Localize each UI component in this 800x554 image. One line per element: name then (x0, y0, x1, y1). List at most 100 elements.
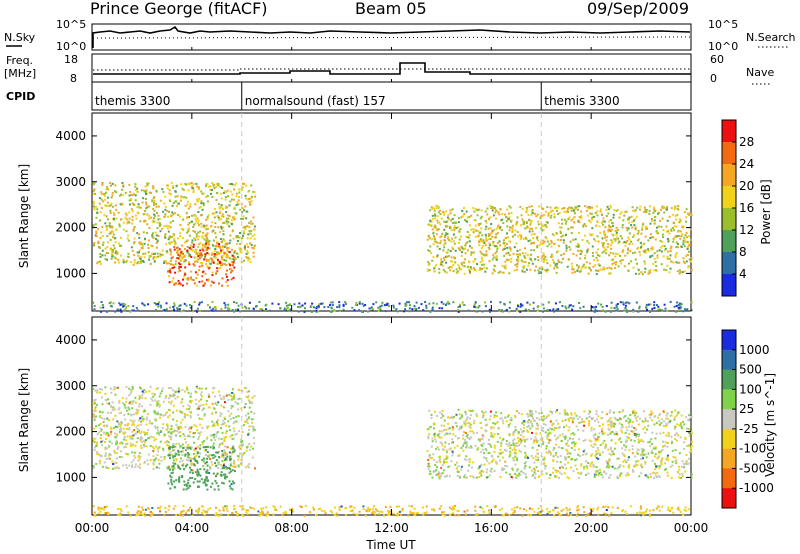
echo-cell (169, 248, 172, 251)
echo-cell (188, 407, 191, 410)
echo-cell (661, 309, 664, 312)
echo-cell (593, 443, 596, 445)
echo-cell (432, 231, 435, 234)
echo-cell (96, 391, 99, 394)
echo-cell (178, 248, 181, 251)
echo-cell (279, 307, 282, 310)
echo-cell (214, 253, 216, 256)
echo-cell (488, 260, 491, 263)
echo-cell (164, 205, 167, 208)
echo-cell (655, 422, 658, 424)
echo-cell (160, 413, 163, 416)
echo-cell (678, 452, 681, 455)
echo-cell (599, 471, 602, 474)
echo-cell (551, 428, 553, 431)
echo-cell (129, 392, 132, 395)
echo-cell (557, 213, 560, 215)
echo-cell (607, 466, 610, 469)
echo-cell (602, 223, 605, 226)
echo-cell (653, 257, 656, 260)
echo-cell (289, 308, 292, 311)
echo-cell (110, 406, 113, 409)
echo-cell (577, 265, 580, 268)
echo-cell (661, 418, 664, 421)
echo-cell (146, 459, 149, 462)
echo-cell (579, 270, 582, 273)
echo-cell (157, 458, 160, 461)
echo-cell (531, 242, 534, 245)
echo-cell (166, 227, 169, 230)
echo-cell (445, 457, 448, 460)
echo-cell (166, 187, 169, 190)
echo-cell (133, 259, 136, 261)
echo-cell (243, 406, 246, 409)
echo-cell (125, 464, 128, 467)
echo-cell (649, 256, 652, 259)
echo-cell (621, 423, 623, 426)
echo-cell (164, 441, 167, 444)
echo-cell (113, 247, 116, 250)
echo-cell (236, 201, 239, 204)
echo-cell (490, 432, 493, 434)
echo-cell (155, 242, 158, 244)
echo-cell (587, 412, 590, 415)
echo-cell (329, 303, 331, 306)
echo-cell (562, 252, 565, 255)
echo-cell (510, 211, 513, 214)
echo-cell (99, 306, 102, 309)
echo-cell (536, 213, 539, 216)
echo-cell (647, 250, 650, 252)
echo-cell (443, 259, 446, 262)
echo-cell (483, 452, 485, 455)
echo-cell (190, 245, 193, 248)
echo-cell (569, 248, 572, 251)
echo-cell (516, 260, 519, 263)
echo-cell (680, 421, 682, 424)
echo-cell (153, 439, 156, 442)
echo-cell (157, 432, 160, 435)
echo-cell (436, 245, 439, 248)
echo-cell (240, 189, 243, 192)
echo-cell (192, 279, 195, 282)
echo-cell (213, 424, 216, 427)
echo-cell (681, 427, 683, 430)
echo-cell (100, 417, 103, 420)
echo-cell (460, 465, 463, 468)
echo-cell (560, 235, 563, 238)
echo-cell (654, 474, 657, 477)
echo-cell (623, 459, 626, 462)
echo-cell (517, 439, 520, 442)
echo-cell (559, 461, 562, 464)
echo-cell (635, 435, 638, 438)
echo-cell (232, 255, 235, 258)
echo-cell (143, 408, 146, 411)
echo-cell (545, 270, 548, 273)
echo-cell (517, 235, 520, 238)
echo-cell (449, 226, 452, 229)
echo-cell (228, 262, 231, 265)
echo-cell (511, 229, 514, 232)
echo-cell (169, 200, 172, 203)
echo-cell (93, 414, 96, 417)
echo-cell (433, 213, 436, 216)
echo-cell (228, 425, 231, 428)
echo-cell (158, 446, 161, 449)
echo-cell (500, 417, 503, 420)
echo-cell (568, 216, 571, 219)
echo-cell (601, 451, 604, 454)
echo-cell (99, 454, 102, 457)
echo-cell (624, 307, 627, 309)
echo-cell (546, 262, 549, 265)
echo-cell (644, 208, 647, 211)
echo-cell (523, 438, 526, 441)
echo-cell (479, 422, 482, 424)
echo-cell (368, 307, 371, 310)
echo-cell (220, 471, 223, 474)
echo-cell (575, 442, 577, 445)
echo-cell (121, 203, 124, 206)
echo-cell (111, 182, 114, 185)
echo-cell (188, 446, 191, 449)
echo-cell (461, 251, 463, 254)
echo-cell (665, 422, 668, 425)
echo-cell (93, 427, 96, 430)
